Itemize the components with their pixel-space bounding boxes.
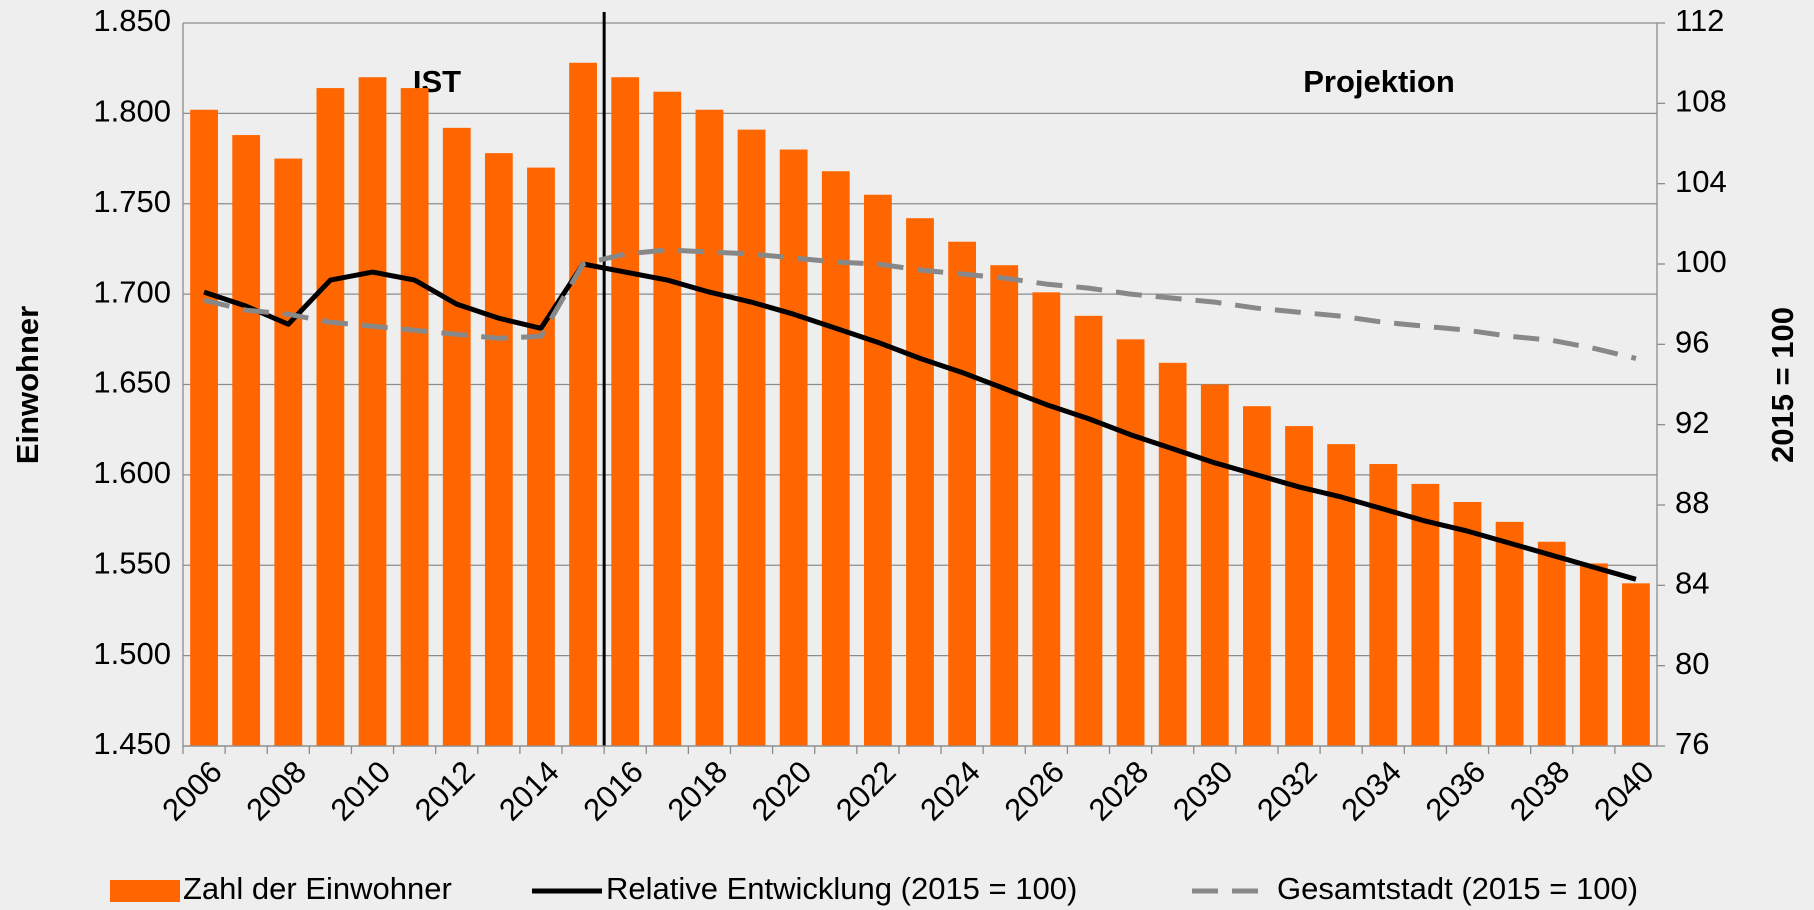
bar xyxy=(906,218,934,746)
bar xyxy=(863,194,892,746)
y-tick-label: 1.750 xyxy=(93,184,171,219)
y2-tick-label: 92 xyxy=(1675,405,1709,440)
bar xyxy=(779,149,808,746)
bar xyxy=(316,88,345,746)
annotation: Projektion xyxy=(1303,64,1455,99)
bar xyxy=(190,109,218,746)
legend-swatch xyxy=(110,880,180,902)
bar xyxy=(1285,426,1313,746)
y-tick-label: 1.550 xyxy=(93,545,171,580)
y2-tick-label: 104 xyxy=(1675,164,1727,199)
bar xyxy=(1537,541,1566,746)
bar xyxy=(1243,406,1271,746)
bar xyxy=(527,167,555,747)
bar xyxy=(611,77,640,747)
y2-tick-label: 100 xyxy=(1675,244,1727,279)
bar xyxy=(1411,483,1440,746)
bar xyxy=(948,241,977,746)
bar xyxy=(1032,292,1061,746)
bar xyxy=(442,127,471,746)
y-tick-label: 1.700 xyxy=(93,274,171,309)
line xyxy=(203,247,1637,361)
bar xyxy=(400,88,429,746)
bar xyxy=(1622,583,1650,746)
y-tick-label: 1.800 xyxy=(93,94,171,129)
y2-tick-label: 112 xyxy=(1675,3,1724,38)
bar xyxy=(1495,521,1524,746)
bar xyxy=(1453,501,1482,746)
bar xyxy=(653,91,682,746)
bar xyxy=(1579,563,1608,746)
legend-label: Zahl der Einwohner xyxy=(183,871,452,906)
bar xyxy=(821,171,850,747)
y2-tick-label: 80 xyxy=(1675,646,1709,681)
bar xyxy=(358,77,387,747)
bar xyxy=(990,265,1019,746)
bar xyxy=(484,153,513,746)
y-tick-label: 1.600 xyxy=(93,455,171,490)
y-tick-label: 1.450 xyxy=(93,726,171,761)
y2-tick-label: 88 xyxy=(1675,485,1709,520)
legend-label: Gesamtstadt (2015 = 100) xyxy=(1277,871,1638,906)
y2-tick-label: 76 xyxy=(1675,726,1709,761)
bar xyxy=(1158,362,1187,746)
bar xyxy=(737,129,766,746)
bar xyxy=(232,135,261,746)
bar xyxy=(274,158,303,746)
bar xyxy=(695,109,724,746)
y2-tick-label: 96 xyxy=(1675,325,1709,360)
y-tick-label: 1.650 xyxy=(93,365,171,400)
y-tick-label: 1.500 xyxy=(93,636,171,671)
y-tick-label: 1.850 xyxy=(93,3,171,38)
bar xyxy=(1074,315,1103,746)
legend-label: Relative Entwicklung (2015 = 100) xyxy=(606,871,1077,906)
line xyxy=(203,261,1637,582)
bar xyxy=(1116,339,1145,746)
bar xyxy=(1327,444,1356,746)
bar xyxy=(569,62,597,746)
bar xyxy=(1200,384,1229,746)
y-axis-title: Einwohner xyxy=(10,306,45,464)
y2-tick-label: 84 xyxy=(1675,566,1709,601)
y2-tick-label: 108 xyxy=(1675,84,1727,119)
y2-axis-title: 2015 = 100 xyxy=(1765,307,1800,463)
